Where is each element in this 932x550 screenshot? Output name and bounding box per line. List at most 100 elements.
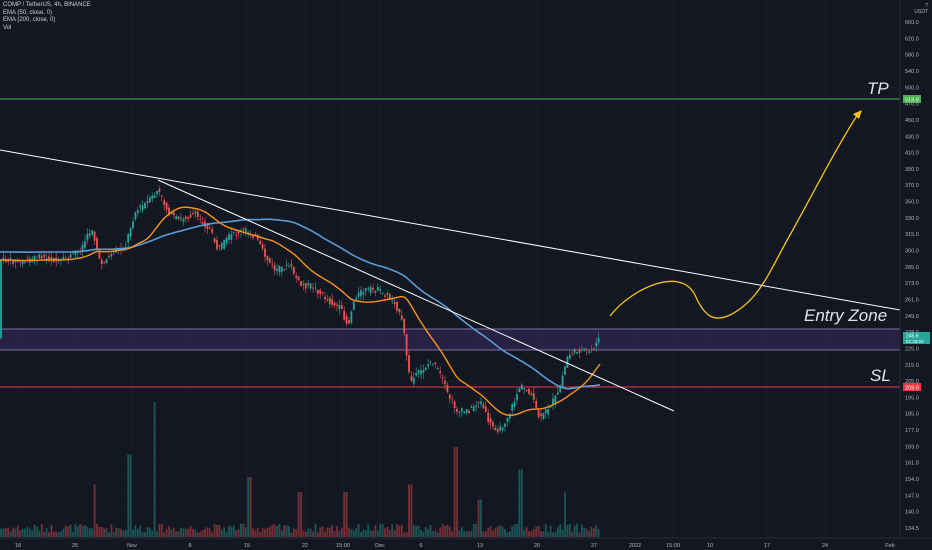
volume-bar <box>477 499 480 537</box>
volume-bar <box>79 523 82 537</box>
candle-body <box>223 239 226 249</box>
volume-bar <box>218 524 221 537</box>
time-tick-label: 24 <box>822 543 828 549</box>
candle-body <box>259 240 262 245</box>
volume-bar <box>0 528 2 537</box>
candle-body <box>273 265 276 271</box>
volume-bar <box>172 527 175 537</box>
candle-body <box>405 333 408 356</box>
candle-body <box>309 283 312 289</box>
candle-body <box>43 254 46 258</box>
candlesticks <box>0 186 600 435</box>
candle-body <box>518 388 521 392</box>
volume-bar <box>597 529 600 537</box>
candle-body <box>33 256 36 261</box>
volume-legend[interactable]: Vol <box>3 24 12 31</box>
volume-bar <box>273 524 276 537</box>
price-tick-label: 261.0 <box>905 297 919 303</box>
time-tick-label: 25 <box>72 543 78 549</box>
volume-bar <box>441 523 444 537</box>
volume-bar <box>585 528 588 537</box>
candle-body <box>261 244 264 249</box>
candle-body <box>213 238 216 243</box>
candle-body <box>379 289 382 292</box>
volume-bar <box>470 530 473 537</box>
candle-body <box>590 349 593 351</box>
candle-body <box>172 212 175 216</box>
volume-bar <box>156 531 158 537</box>
volume-bar <box>429 525 432 537</box>
volume-bar <box>511 526 514 537</box>
price-tick-label: 273.0 <box>905 281 919 287</box>
volume-bar <box>48 532 50 537</box>
volume-bar <box>213 523 216 537</box>
volume-bar <box>271 524 274 537</box>
candle-body <box>537 409 540 418</box>
volume-bar <box>110 524 113 537</box>
price-scale-panel[interactable] <box>900 0 932 538</box>
stop-loss-annotation[interactable]: SL <box>870 366 891 385</box>
volume-bar <box>175 531 178 537</box>
volume-bar <box>561 529 564 537</box>
volume-bar <box>208 528 211 537</box>
short-descending-trendline[interactable] <box>157 179 675 412</box>
volume-bar <box>127 454 130 537</box>
ema200-legend[interactable]: EMA (200, close, 0) <box>3 17 56 23</box>
projection-path[interactable] <box>609 113 859 319</box>
candle-body <box>535 400 538 408</box>
time-tick-label: 22 <box>302 543 308 549</box>
candle-body <box>48 256 50 262</box>
volume-bar <box>206 527 209 537</box>
candle-body <box>84 241 86 248</box>
candle-body <box>74 252 77 255</box>
volume-bar <box>350 529 353 537</box>
candle-body <box>158 188 161 192</box>
price-tick-label: 410.0 <box>905 151 919 157</box>
candle-body <box>544 409 547 413</box>
price-tick-label: 580.0 <box>905 53 919 59</box>
volume-bar <box>180 527 182 537</box>
candle-body <box>568 354 571 359</box>
tp-price-tag <box>903 95 921 103</box>
volume-bar <box>372 530 374 537</box>
candle-body <box>592 348 595 350</box>
volume-bar <box>494 528 497 537</box>
candle-body <box>319 290 322 294</box>
candle-body <box>547 409 550 415</box>
candle-body <box>177 216 180 219</box>
candle-body <box>0 260 2 338</box>
ema50-legend[interactable]: EMA (50, close, 0) <box>3 9 53 16</box>
volume-bar <box>117 528 120 537</box>
volume-bar <box>535 526 538 537</box>
long-descending-trendline[interactable] <box>0 149 901 311</box>
volume-bar <box>364 530 367 537</box>
candle-body <box>501 427 504 430</box>
candle-body <box>585 349 588 351</box>
candle-body <box>201 222 204 224</box>
symbol-title[interactable]: COMP / TetherUS, 4h, BINANCE <box>3 2 91 8</box>
entry-zone-annotation[interactable]: Entry Zone <box>804 306 887 325</box>
take-profit-annotation[interactable]: TP <box>867 79 889 98</box>
candle-body <box>480 401 482 405</box>
candle-body <box>489 418 492 424</box>
volume-bar <box>278 523 281 537</box>
volume-bar <box>487 527 490 537</box>
candle-body <box>220 242 223 250</box>
volume-bar <box>333 530 336 537</box>
candle-body <box>472 406 475 411</box>
candle-body <box>199 218 202 220</box>
candle-body <box>556 392 559 395</box>
candle-body <box>496 429 499 432</box>
candle-body <box>307 283 310 285</box>
time-axis-panel[interactable] <box>0 538 932 550</box>
candle-body <box>410 376 413 381</box>
candle-body <box>136 209 139 214</box>
volume-bar <box>302 530 305 537</box>
volume-bar <box>463 530 466 537</box>
candle-body <box>88 233 91 236</box>
volume-bar <box>547 532 550 537</box>
volume-bar <box>345 492 348 537</box>
volume-bar <box>559 524 562 537</box>
volume-bar <box>168 526 170 537</box>
